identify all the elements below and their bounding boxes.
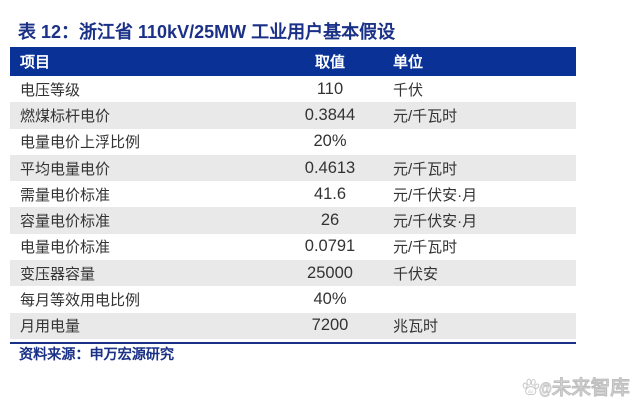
svg-text:du: du — [528, 389, 534, 395]
